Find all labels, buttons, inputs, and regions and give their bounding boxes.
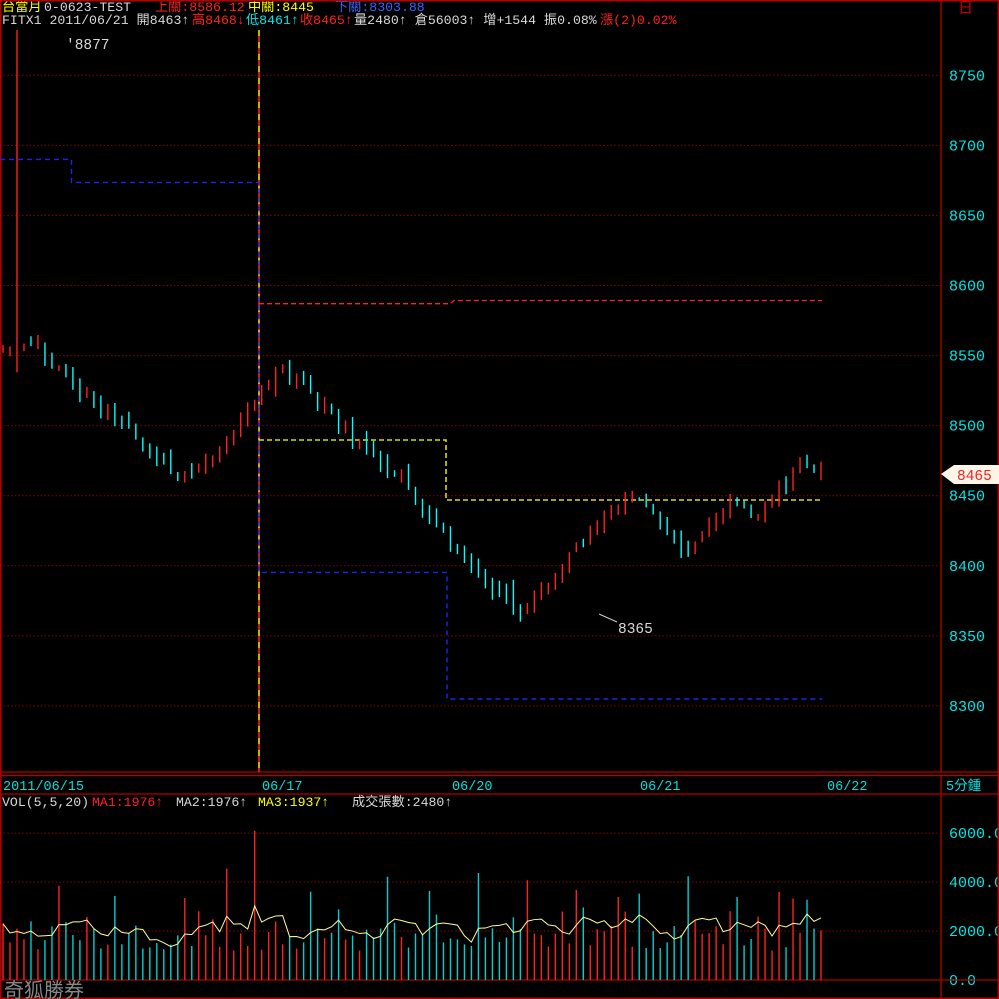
svg-text:MA1:1976↑: MA1:1976↑ bbox=[92, 795, 163, 810]
svg-text:8550: 8550 bbox=[949, 349, 985, 366]
svg-text:06/20: 06/20 bbox=[452, 780, 493, 795]
svg-text:低8461↑: 低8461↑ bbox=[246, 12, 299, 28]
svg-text:VOL(5,5,20): VOL(5,5,20) bbox=[2, 795, 89, 810]
svg-text:MA2:1976↑: MA2:1976↑ bbox=[176, 795, 247, 810]
svg-text:06/21: 06/21 bbox=[640, 780, 681, 795]
svg-text:8450: 8450 bbox=[949, 489, 985, 506]
svg-text:8500: 8500 bbox=[949, 419, 985, 436]
svg-text:日: 日 bbox=[958, 0, 973, 16]
svg-text:'8877: '8877 bbox=[66, 38, 110, 54]
svg-text:8350: 8350 bbox=[949, 629, 985, 646]
svg-text:06/17: 06/17 bbox=[262, 780, 303, 795]
svg-text:6000.0: 6000.0 bbox=[949, 826, 999, 843]
svg-text:8300: 8300 bbox=[949, 699, 985, 716]
svg-text:8650: 8650 bbox=[949, 208, 985, 225]
svg-text:漲(2)0.02%: 漲(2)0.02% bbox=[600, 12, 677, 28]
svg-text:量2480↑ 倉56003↑ 增+1544 振0.08%: 量2480↑ 倉56003↑ 增+1544 振0.08% bbox=[354, 12, 597, 28]
svg-text:2011/06/15: 2011/06/15 bbox=[3, 780, 84, 795]
svg-text:5分鍾: 5分鍾 bbox=[946, 778, 981, 795]
svg-text:8750: 8750 bbox=[949, 68, 985, 85]
svg-text:8465: 8465 bbox=[957, 469, 992, 485]
svg-text:MA3:1937↑: MA3:1937↑ bbox=[258, 795, 329, 810]
svg-text:成交張數:2480↑: 成交張數:2480↑ bbox=[352, 793, 452, 810]
svg-text:8600: 8600 bbox=[949, 279, 985, 296]
svg-text:4000.0: 4000.0 bbox=[949, 875, 999, 892]
svg-text:8365: 8365 bbox=[618, 622, 653, 638]
svg-text:奇狐勝券: 奇狐勝券 bbox=[4, 979, 84, 999]
svg-text:8700: 8700 bbox=[949, 138, 985, 155]
svg-text:收8465↑: 收8465↑ bbox=[300, 12, 353, 28]
svg-text:0.0: 0.0 bbox=[949, 973, 976, 990]
svg-text:8400: 8400 bbox=[949, 559, 985, 576]
svg-text:FITX1 2011/06/21 開8463↑: FITX1 2011/06/21 開8463↑ bbox=[2, 13, 189, 28]
svg-text:2000.0: 2000.0 bbox=[949, 924, 999, 941]
svg-text:高8468↓: 高8468↓ bbox=[192, 11, 245, 28]
svg-text:06/22: 06/22 bbox=[827, 780, 868, 795]
